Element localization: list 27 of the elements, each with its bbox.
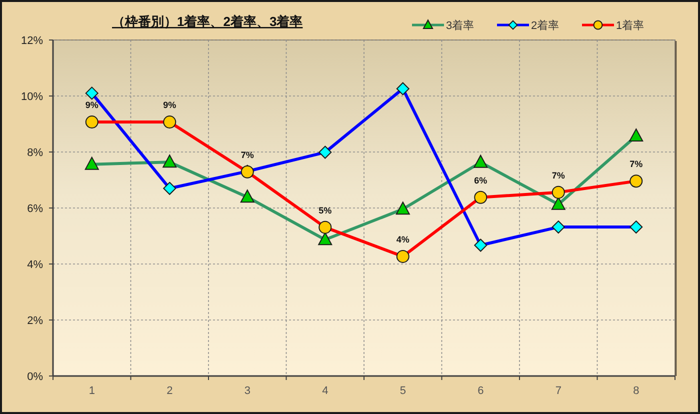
data-label: 7%	[240, 150, 254, 160]
data-label: 7%	[630, 159, 643, 170]
x-tick-label: 7	[555, 385, 562, 397]
data-label: 7%	[552, 170, 565, 180]
y-tick-label: 4%	[27, 259, 43, 271]
data-label: 9%	[163, 100, 176, 110]
title: （枠番別）1着率、2着率、3着率	[112, 14, 303, 29]
x-tick-label: 8	[633, 385, 640, 397]
x-tick-label: 6	[478, 385, 484, 397]
x-tick-label: 4	[322, 385, 328, 397]
legend-label: 3着率	[446, 20, 474, 32]
y-tick-label: 0%	[27, 371, 43, 383]
y-tick-label: 10%	[20, 91, 43, 103]
y-tick-label: 2%	[27, 315, 43, 327]
data-label: 6%	[474, 175, 488, 186]
x-tick-label: 3	[244, 385, 250, 397]
x-tick-label: 2	[166, 385, 173, 397]
legend-label: 2着率	[531, 20, 560, 32]
data-label: 9%	[85, 100, 98, 110]
data-label: 5%	[318, 205, 332, 216]
legend-label: 1着率	[616, 20, 644, 32]
x-tick-label: 5	[400, 385, 406, 397]
y-tick-label: 8%	[27, 147, 43, 159]
y-tick-label: 12%	[20, 35, 43, 47]
y-tick-label: 6%	[27, 203, 43, 215]
data-label: 4%	[396, 234, 410, 244]
x-tick-label: 1	[88, 385, 95, 397]
